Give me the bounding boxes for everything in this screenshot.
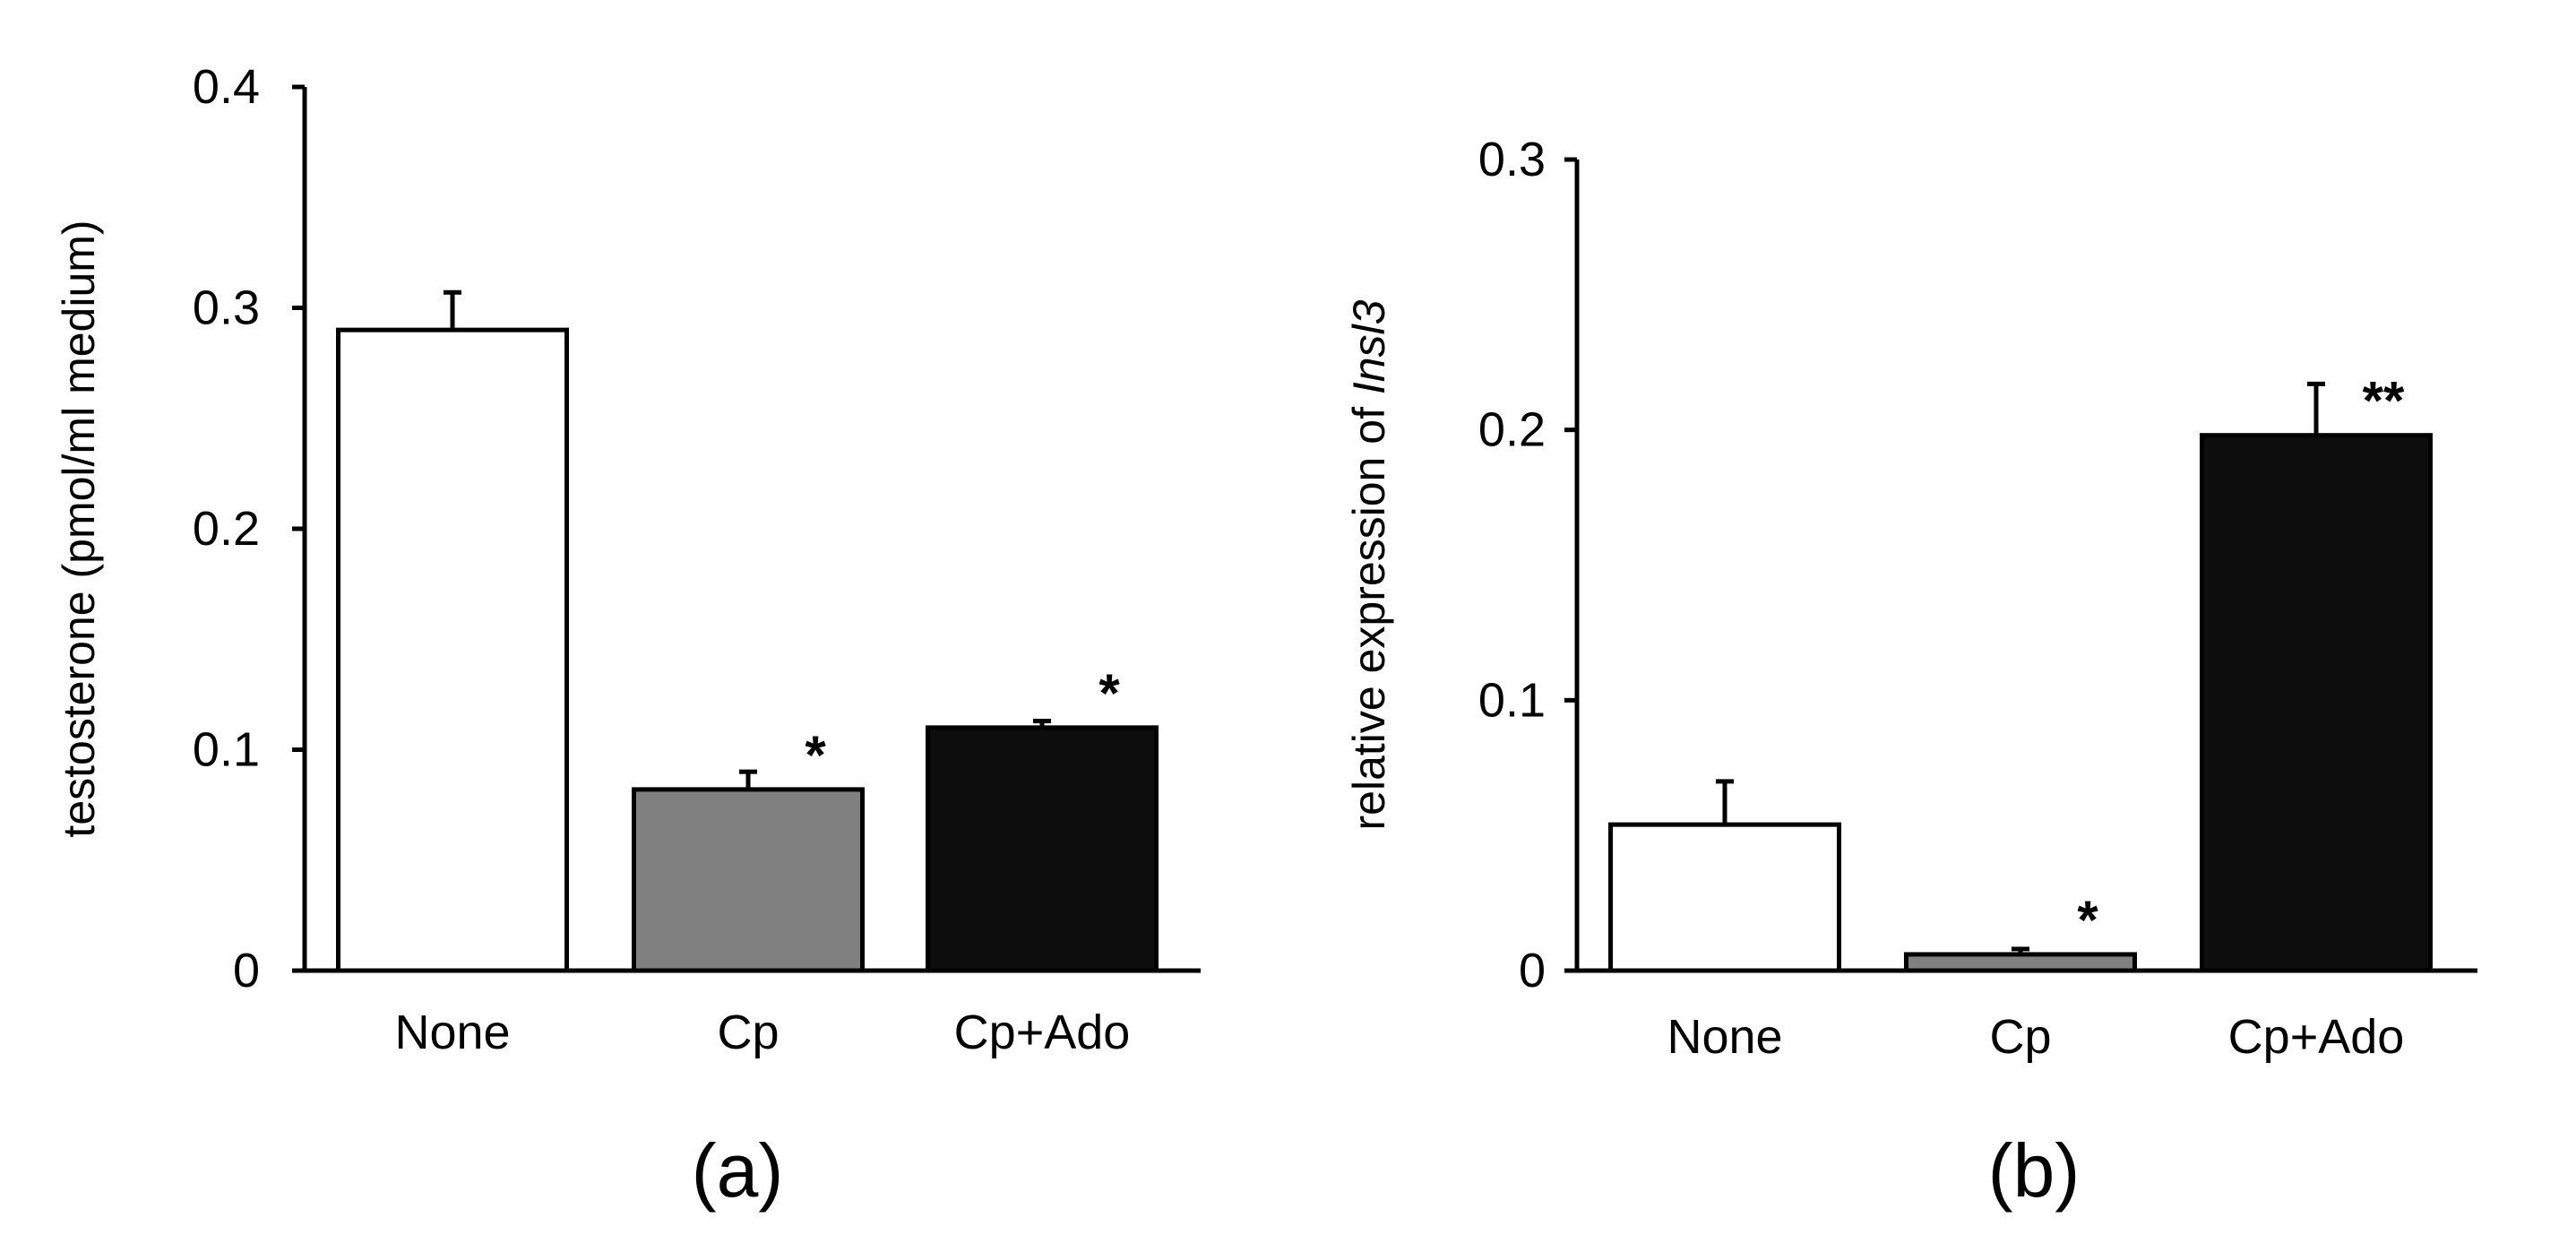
error-bar — [2307, 381, 2325, 436]
significance-marker: * — [805, 725, 826, 785]
x-category-label: Cp+Ado — [954, 1006, 1131, 1059]
y-axis-title: relative expression of Insl3 — [1344, 299, 1394, 830]
y-axis-title-part: testosterone (pmol/ml medium) — [54, 220, 104, 837]
error-bar — [2012, 946, 2029, 954]
bar-cp-ado — [926, 725, 1159, 973]
error-bar — [1716, 779, 1734, 825]
x-category-label: None — [394, 1006, 510, 1059]
x-category-label: None — [1667, 1010, 1782, 1064]
y-tick-label: 0.4 — [193, 60, 260, 114]
bar-cp — [1904, 952, 2137, 973]
x-category-label: Cp+Ado — [2228, 1010, 2405, 1064]
bar-cp-ado — [2200, 433, 2433, 973]
significance-marker: * — [2077, 890, 2098, 950]
bar-none — [336, 327, 569, 973]
y-axis-title-gene: Insl3 — [1344, 299, 1394, 394]
y-tick-label: 0.3 — [193, 281, 260, 335]
y-tick-label: 0.1 — [193, 723, 260, 777]
panel-label: (b) — [1988, 1128, 2081, 1213]
y-tick-label: 0.2 — [193, 502, 260, 556]
x-category-label: Cp — [717, 1006, 779, 1059]
bar-none — [1608, 822, 1841, 973]
y-tick-label: 0.1 — [1478, 673, 1546, 727]
y-tick-label: 0 — [1519, 944, 1546, 998]
error-bar — [1033, 718, 1051, 728]
y-tick-label: 0 — [233, 944, 260, 998]
x-category-label: Cp — [1989, 1010, 2051, 1064]
error-bar — [444, 289, 461, 331]
error-bar — [739, 769, 757, 790]
significance-marker: * — [1098, 663, 1120, 723]
panel-label: (a) — [692, 1128, 784, 1213]
chart-panel-a: * * 0 0.1 0.2 0.3 0.4 None Cp Cp+Ado testosterone … — [54, 60, 1201, 1213]
significance-marker: ** — [2363, 371, 2405, 431]
y-axis-title: testosterone (pmol/ml medium) — [54, 220, 104, 837]
y-tick-label: 0.2 — [1478, 403, 1546, 457]
bar-cp — [632, 787, 865, 973]
y-tick-label: 0.3 — [1478, 133, 1546, 186]
y-axis-title-part: relative expression of — [1344, 394, 1394, 830]
